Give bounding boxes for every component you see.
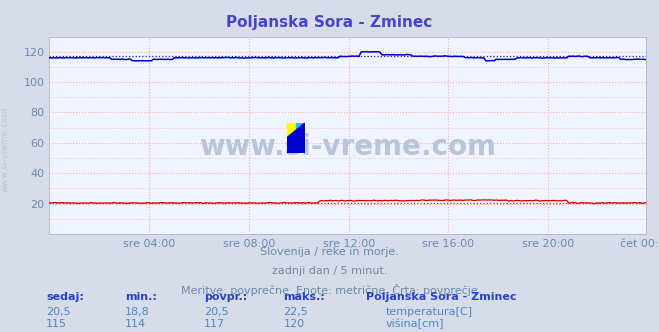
Text: www.si-vreme.com: www.si-vreme.com — [1, 107, 10, 192]
Text: Meritve: povprečne  Enote: metrične  Črta: povprečje: Meritve: povprečne Enote: metrične Črta:… — [181, 284, 478, 296]
Text: 18,8: 18,8 — [125, 307, 150, 317]
Polygon shape — [296, 123, 305, 138]
Text: www.si-vreme.com: www.si-vreme.com — [199, 133, 496, 161]
Polygon shape — [287, 123, 296, 138]
Text: 117: 117 — [204, 319, 225, 329]
Text: min.:: min.: — [125, 292, 157, 302]
Text: 22,5: 22,5 — [283, 307, 308, 317]
Polygon shape — [287, 123, 305, 153]
Text: povpr.:: povpr.: — [204, 292, 248, 302]
Text: sedaj:: sedaj: — [46, 292, 84, 302]
Text: 114: 114 — [125, 319, 146, 329]
Text: 115: 115 — [46, 319, 67, 329]
Text: 120: 120 — [283, 319, 304, 329]
Text: Poljanska Sora - Zminec: Poljanska Sora - Zminec — [227, 15, 432, 30]
Text: temperatura[C]: temperatura[C] — [386, 307, 473, 317]
Text: 20,5: 20,5 — [204, 307, 229, 317]
Text: maks.:: maks.: — [283, 292, 325, 302]
Text: zadnji dan / 5 minut.: zadnji dan / 5 minut. — [272, 266, 387, 276]
Text: 20,5: 20,5 — [46, 307, 71, 317]
Text: Poljanska Sora - Zminec: Poljanska Sora - Zminec — [366, 292, 516, 302]
Text: Slovenija / reke in morje.: Slovenija / reke in morje. — [260, 247, 399, 257]
Text: višina[cm]: višina[cm] — [386, 319, 444, 329]
